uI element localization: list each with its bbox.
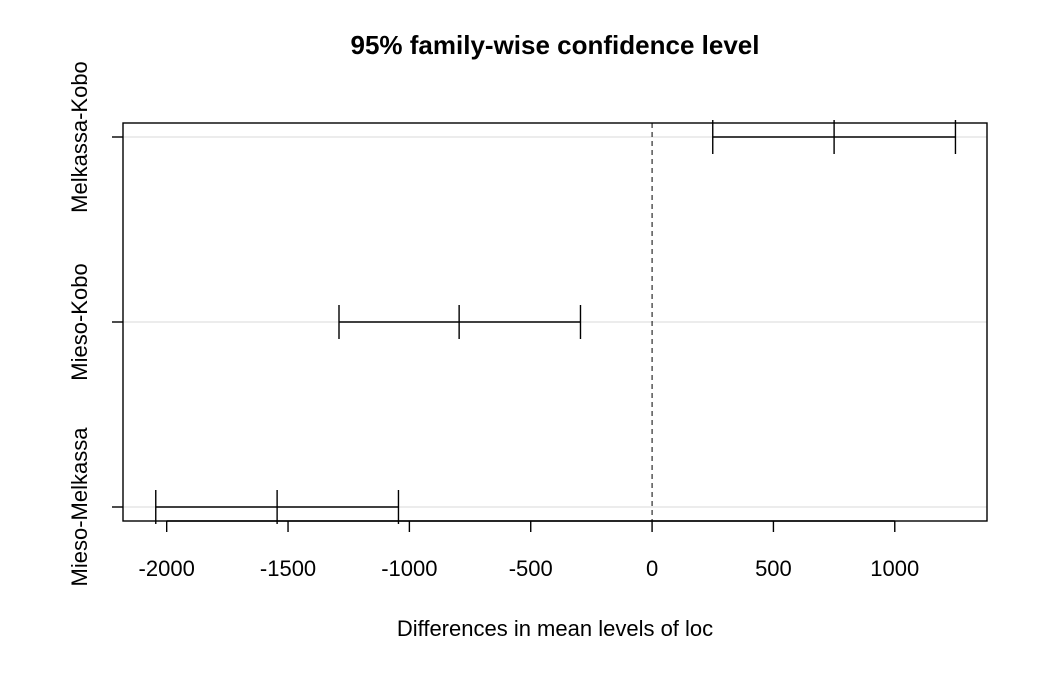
- x-tick-label: 1000: [870, 556, 919, 581]
- x-axis-label: Differences in mean levels of loc: [397, 616, 713, 641]
- interval-mieso-melkassa: [155, 490, 400, 524]
- y-tick-label: Mieso-Melkassa: [67, 427, 92, 587]
- interval-mieso-kobo: [338, 305, 582, 339]
- x-tick-label: -500: [509, 556, 553, 581]
- x-tick-label: 500: [755, 556, 792, 581]
- x-tick-label: 0: [646, 556, 658, 581]
- x-tick-label: -2000: [139, 556, 195, 581]
- interval-melkassa-kobo: [712, 120, 957, 154]
- y-axis: Melkassa-Kobo Mieso-Kobo Mieso-Melkassa: [67, 61, 123, 586]
- x-axis: -2000 -1500 -1000 -500 0 500 1000: [139, 520, 919, 581]
- x-tick-label: -1000: [381, 556, 437, 581]
- chart-title: 95% family-wise confidence level: [351, 30, 760, 60]
- y-tick-label: Mieso-Kobo: [67, 263, 92, 380]
- x-tick-label: -1500: [260, 556, 316, 581]
- y-tick-label: Melkassa-Kobo: [67, 61, 92, 213]
- confidence-intervals: [155, 120, 957, 524]
